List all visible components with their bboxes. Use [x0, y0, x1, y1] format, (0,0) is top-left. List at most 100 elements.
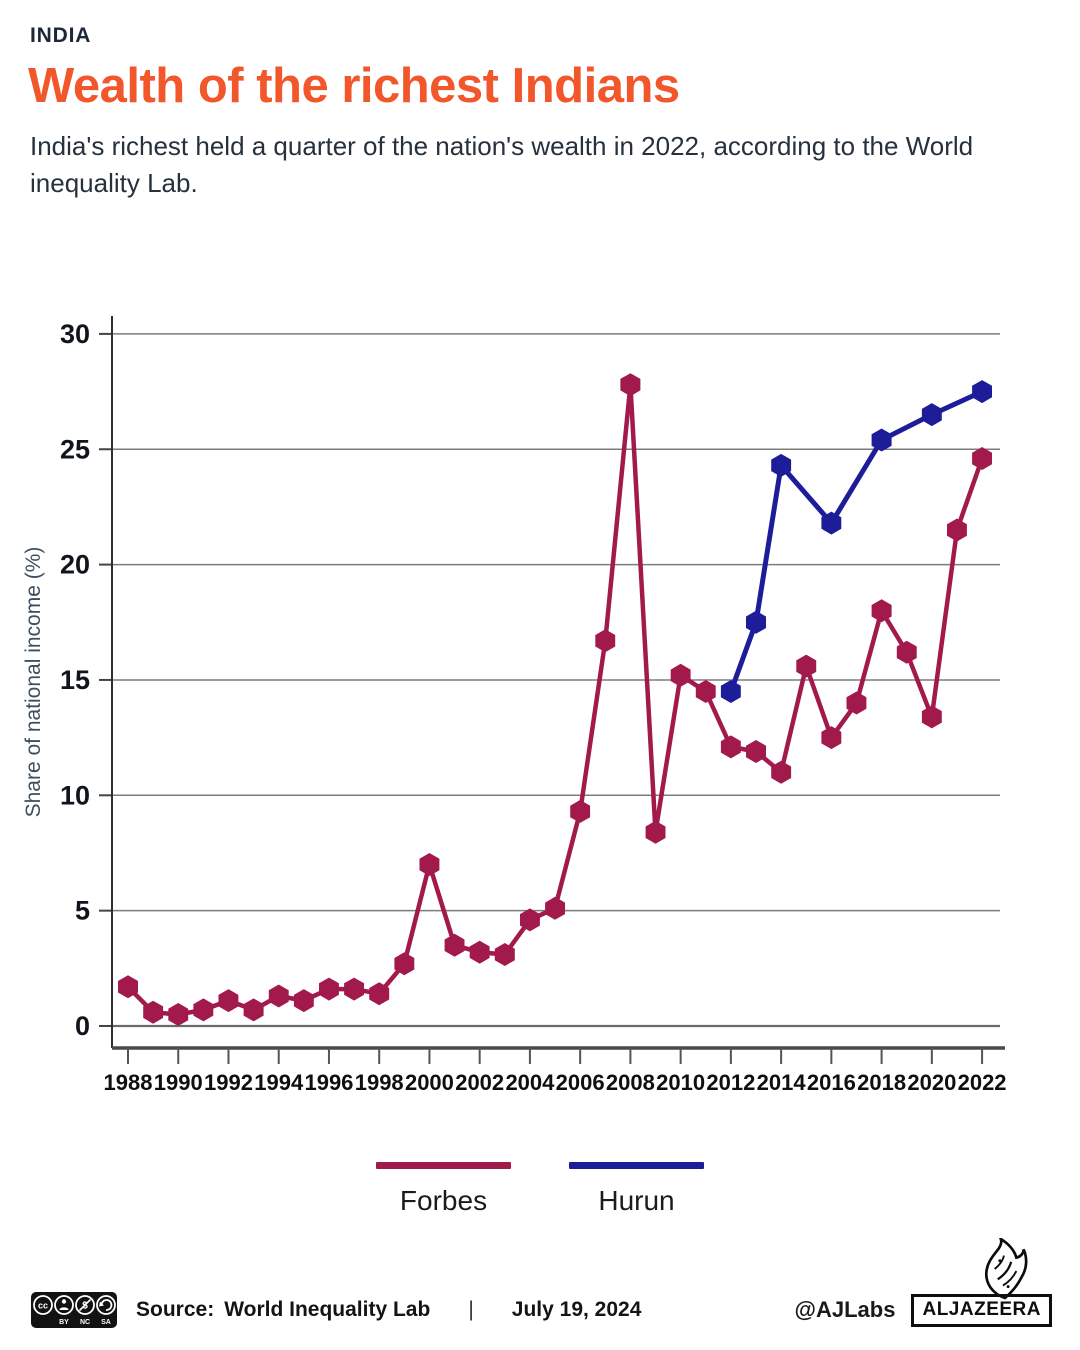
forbes-marker-2001	[444, 933, 465, 957]
svg-text:$: $	[82, 1301, 88, 1312]
forbes-marker-2020	[921, 705, 942, 729]
hurun-marker-2016	[821, 511, 842, 535]
forbes-marker-1992	[218, 989, 239, 1013]
y-tick-label: 0	[75, 1011, 90, 1041]
forbes-marker-2022	[972, 447, 992, 470]
x-tick-label: 2002	[455, 1070, 504, 1095]
y-tick-label: 10	[60, 780, 90, 810]
source-line: Source: World Inequality Lab | July 19, …	[136, 1298, 641, 1322]
forbes-marker-2008	[620, 373, 641, 397]
x-tick-label: 2000	[405, 1070, 454, 1095]
svg-text:cc: cc	[38, 1301, 48, 1311]
x-tick-label: 2014	[757, 1070, 807, 1095]
x-tick-label: 2022	[958, 1070, 1007, 1095]
hurun-marker-2012	[720, 680, 741, 703]
creative-commons-badge-icon: cc $ BY NC SA	[31, 1292, 117, 1328]
forbes-marker-2018	[871, 599, 892, 623]
x-tick-label: 2006	[556, 1070, 605, 1095]
hurun-swatch	[569, 1162, 704, 1169]
x-tick-label: 2010	[656, 1070, 705, 1095]
forbes-marker-2021	[947, 518, 967, 542]
x-tick-label: 2020	[907, 1070, 956, 1095]
forbes-marker-2000	[419, 853, 440, 876]
x-tick-label: 1988	[104, 1070, 153, 1095]
x-tick-label: 2016	[807, 1070, 856, 1095]
forbes-marker-1988	[118, 975, 138, 999]
source-label: Source:	[136, 1298, 215, 1321]
source-value: World Inequality Lab	[224, 1298, 431, 1321]
page-title: Wealth of the richest Indians	[28, 59, 680, 113]
wealth-line-chart: 0 5 10 15 20 25 30 Share of national income (%)…	[22, 316, 1007, 1095]
chart-legend: Forbes Hurun	[0, 1162, 1080, 1217]
y-tick-label: 25	[60, 434, 90, 464]
forbes-marker-2014	[771, 760, 792, 784]
forbes-marker-1997	[344, 977, 364, 1001]
publish-date: July 19, 2024	[511, 1298, 642, 1321]
y-tick-label: 30	[60, 319, 90, 349]
forbes-series	[118, 373, 992, 1026]
forbes-marker-2011	[695, 680, 716, 703]
forbes-marker-1998	[369, 982, 390, 1006]
forbes-marker-2002	[469, 940, 490, 964]
forbes-marker-2004	[520, 908, 540, 932]
footer-source-area: cc $ BY NC SA Source: World Inequality L…	[30, 1291, 641, 1329]
svg-text:BY: BY	[59, 1319, 69, 1326]
aljazeera-flame-logo-icon	[985, 1238, 1028, 1300]
hurun-marker-2013	[746, 610, 766, 634]
x-tick-label: 2018	[857, 1070, 906, 1095]
x-tick-label: 2008	[606, 1070, 655, 1095]
hurun-marker-2018	[871, 428, 892, 452]
forbes-marker-2006	[570, 799, 591, 823]
x-tick-label: 1990	[154, 1070, 203, 1095]
forbes-marker-2015	[796, 654, 817, 678]
legend-item-forbes: Forbes	[376, 1162, 511, 1217]
x-axis-ticks: 1988 1990 1992 1994 1996 1998 2000 2002 2004 2006…	[104, 1048, 1007, 1095]
ajlabs-credit: @AJLabs	[794, 1297, 896, 1322]
subtitle: India's richest held a quarter of the na…	[30, 131, 974, 198]
x-tick-label: 1998	[355, 1070, 404, 1095]
legend-label-hurun: Hurun	[598, 1185, 675, 1216]
forbes-marker-2017	[846, 691, 867, 715]
forbes-marker-2007	[595, 629, 616, 653]
forbes-marker-2012	[720, 735, 741, 759]
forbes-marker-2016	[821, 726, 842, 750]
forbes-marker-1994	[268, 984, 289, 1008]
x-tick-label: 1994	[254, 1070, 304, 1095]
hurun-series	[720, 380, 992, 703]
forbes-marker-1990	[168, 1003, 189, 1026]
forbes-marker-2013	[746, 740, 766, 763]
y-axis-title: Share of national income (%)	[22, 547, 45, 818]
forbes-marker-1993	[243, 998, 264, 1022]
forbes-marker-2009	[645, 820, 666, 844]
x-tick-label: 1996	[304, 1070, 353, 1095]
forbes-marker-2010	[670, 663, 691, 687]
hurun-marker-2014	[771, 453, 792, 477]
legend-item-hurun: Hurun	[569, 1162, 704, 1217]
hurun-marker-2022	[972, 380, 992, 404]
footer: cc $ BY NC SA Source: World Inequality L…	[30, 1288, 1052, 1332]
y-tick-label: 20	[60, 550, 90, 580]
forbes-marker-2019	[896, 640, 917, 664]
forbes-marker-1989	[143, 1000, 164, 1024]
y-gridlines: 0 5 10 15 20 25 30	[60, 319, 1000, 1041]
x-tick-label: 2004	[505, 1070, 555, 1095]
forbes-marker-1996	[319, 977, 339, 1001]
svg-text:NC: NC	[80, 1319, 90, 1326]
forbes-marker-1995	[293, 989, 314, 1013]
aljazeera-wordmark: ALJAZEERA	[911, 1293, 1052, 1327]
forbes-marker-2003	[494, 943, 515, 966]
svg-text:SA: SA	[101, 1319, 111, 1326]
x-tick-label: 1992	[204, 1070, 253, 1095]
hurun-line	[728, 389, 984, 693]
hurun-marker-2020	[921, 403, 942, 427]
source-separator: |	[468, 1298, 474, 1321]
footer-brand-area: @AJLabs ALJAZEERA	[794, 1293, 1052, 1327]
x-tick-label: 2012	[706, 1070, 755, 1095]
forbes-marker-1991	[193, 998, 214, 1022]
forbes-marker-2005	[545, 896, 565, 920]
forbes-marker-1999	[394, 952, 415, 976]
y-tick-label: 15	[60, 665, 90, 695]
kicker: INDIA	[30, 24, 92, 47]
y-tick-label: 5	[75, 896, 90, 926]
